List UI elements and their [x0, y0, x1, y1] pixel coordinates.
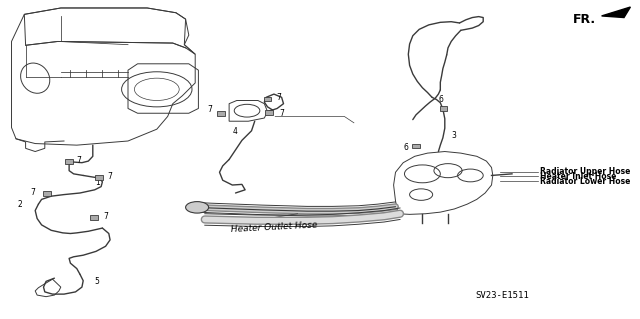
Text: 7: 7 — [77, 156, 82, 165]
Text: 2: 2 — [18, 200, 22, 209]
Circle shape — [186, 202, 209, 213]
Text: 7: 7 — [108, 172, 113, 181]
Bar — [90, 215, 98, 220]
Text: FR.: FR. — [573, 13, 596, 26]
Bar — [43, 191, 51, 196]
Text: 3: 3 — [451, 131, 456, 140]
Text: Radiator Upper Hose: Radiator Upper Hose — [540, 167, 630, 176]
Text: SV23-E1511: SV23-E1511 — [476, 292, 529, 300]
Bar — [217, 111, 225, 115]
Bar — [95, 175, 103, 180]
Text: 7: 7 — [30, 188, 35, 197]
Text: Heater Inlet Hose: Heater Inlet Hose — [540, 172, 616, 181]
Text: 4: 4 — [233, 127, 238, 136]
Text: 5: 5 — [95, 277, 100, 286]
Text: 6: 6 — [403, 143, 408, 152]
Text: 6: 6 — [438, 95, 443, 104]
Text: 7: 7 — [104, 212, 109, 221]
Text: 7: 7 — [207, 105, 212, 114]
Text: 7: 7 — [279, 109, 284, 118]
Bar — [65, 160, 73, 164]
Bar — [440, 106, 447, 111]
Bar — [265, 110, 273, 115]
Text: 1: 1 — [95, 178, 99, 187]
Bar — [264, 97, 271, 101]
Text: 7: 7 — [276, 93, 282, 102]
Bar — [412, 144, 420, 148]
Text: Heater Outlet Hose: Heater Outlet Hose — [230, 221, 317, 234]
Polygon shape — [602, 7, 630, 18]
Text: Radiator Lower Hose: Radiator Lower Hose — [540, 177, 630, 186]
